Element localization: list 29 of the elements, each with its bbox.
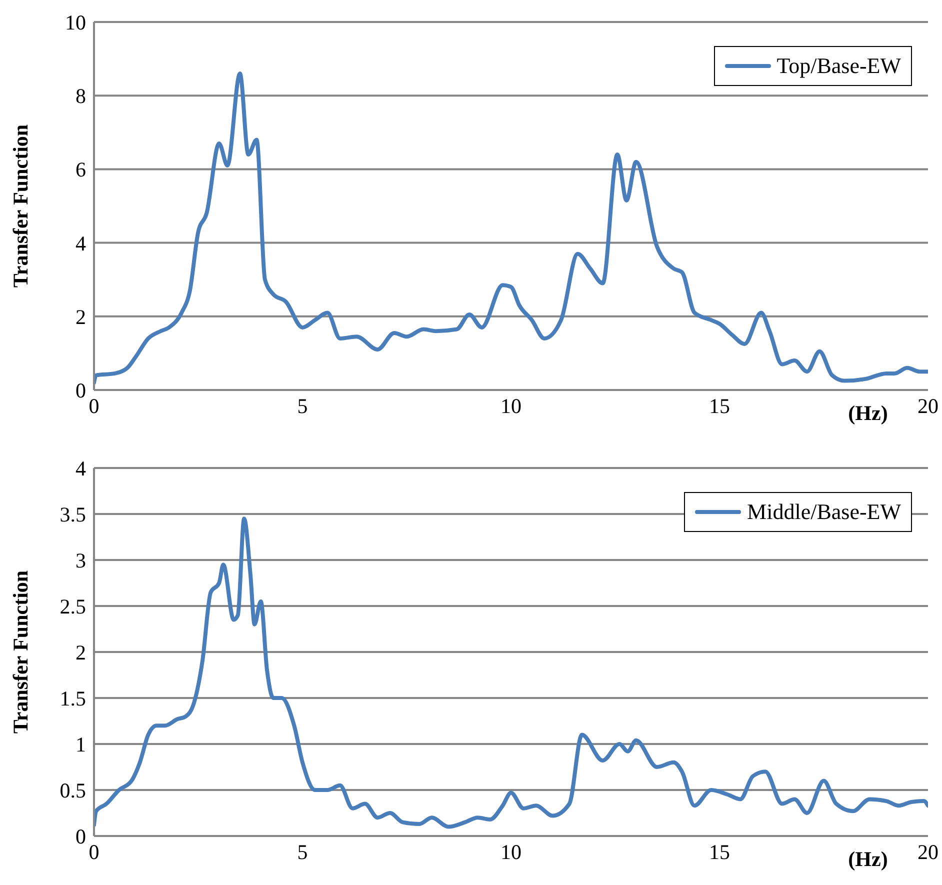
legend-label: Middle/Base-EW bbox=[747, 499, 901, 525]
x-tick-label: 10 bbox=[500, 394, 522, 418]
y-tick-label: 10 bbox=[65, 10, 86, 34]
y-axis-title: Transfer Function bbox=[8, 124, 32, 288]
x-tick-label: 5 bbox=[297, 394, 308, 418]
y-tick-label: 4 bbox=[76, 231, 86, 256]
x-axis-title: (Hz) bbox=[848, 847, 888, 871]
y-tick-label: 2.5 bbox=[60, 594, 86, 618]
y-tick-label: 4 bbox=[76, 456, 86, 480]
x-tick-label: 5 bbox=[297, 840, 308, 864]
y-tick-label: 3.5 bbox=[60, 502, 86, 526]
x-tick-label: 15 bbox=[709, 394, 730, 418]
y-tick-label: 2 bbox=[76, 304, 86, 329]
x-tick-label: 20 bbox=[918, 394, 938, 418]
y-tick-label: 6 bbox=[76, 158, 86, 182]
legend-label: Top/Base-EW bbox=[776, 53, 901, 79]
x-tick-label: 20 bbox=[918, 840, 938, 864]
y-tick-label: 2 bbox=[76, 640, 86, 664]
y-tick-label: 0 bbox=[76, 824, 86, 848]
y-tick-label: 0 bbox=[76, 378, 86, 402]
y-tick-label: 0.5 bbox=[60, 778, 86, 802]
y-tick-label: 1.5 bbox=[60, 686, 86, 710]
y-axis-title: Transfer Function bbox=[8, 570, 32, 734]
x-axis-title: (Hz) bbox=[848, 401, 888, 425]
y-tick-label: 8 bbox=[76, 84, 86, 108]
y-tick-label: 1 bbox=[76, 732, 86, 756]
x-tick-label: 10 bbox=[500, 840, 522, 864]
y-tick-label: 3 bbox=[76, 548, 86, 572]
x-tick-label: 15 bbox=[709, 840, 730, 864]
